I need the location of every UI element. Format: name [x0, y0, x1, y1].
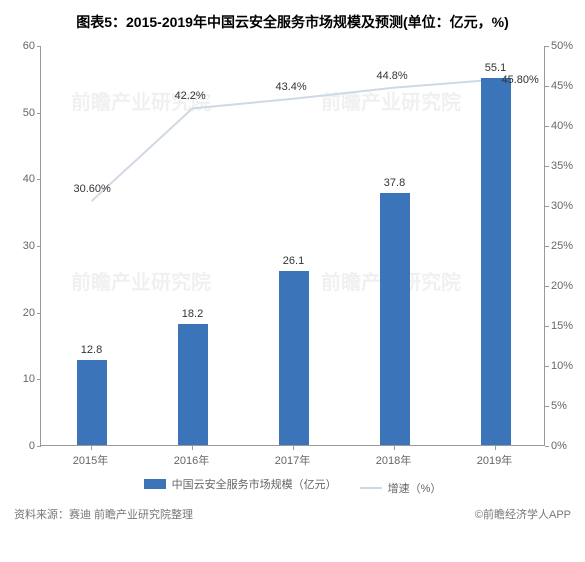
x-label: 2018年 — [376, 452, 411, 468]
legend-label-bar: 中国云安全服务市场规模（亿元） — [172, 476, 337, 492]
chart-title: 图表5：2015-2019年中国云安全服务市场规模及预测(单位：亿元，%) — [0, 0, 585, 38]
bar-value-label: 26.1 — [283, 255, 304, 267]
line-value-label: 30.60% — [74, 183, 111, 195]
bar — [279, 271, 309, 445]
legend-item-line: 增速（%） — [360, 480, 442, 496]
y-right-tick: 25% — [545, 240, 573, 252]
y-right-tick: 10% — [545, 360, 573, 372]
bar — [178, 324, 208, 445]
line-value-label: 44.8% — [377, 70, 408, 82]
y-right-tick: 20% — [545, 280, 573, 292]
y-right-tick: 30% — [545, 200, 573, 212]
plot-area: 前瞻产业研究院 前瞻产业研究院 前瞻产业研究院 前瞻产业研究院 01020304… — [40, 46, 545, 446]
bar-value-label: 18.2 — [182, 308, 203, 320]
line-value-label: 42.2% — [175, 90, 206, 102]
legend-label-line: 增速（%） — [388, 480, 442, 496]
x-label: 2016年 — [174, 452, 209, 468]
bar — [481, 78, 511, 445]
bar-value-label: 12.8 — [81, 344, 102, 356]
bar — [380, 193, 410, 445]
x-label: 2017年 — [275, 452, 310, 468]
y-right-tick: 40% — [545, 120, 573, 132]
bar-value-label: 55.1 — [485, 62, 506, 74]
footer: 资料来源：赛迪 前瞻产业研究院整理 ©前瞻经济学人APP — [0, 502, 585, 522]
x-axis-labels: 2015年 2016年 2017年 2018年 2019年 — [40, 446, 545, 472]
legend: 中国云安全服务市场规模（亿元） 增速（%） — [0, 472, 585, 502]
legend-swatch-line — [360, 487, 382, 489]
bar — [77, 360, 107, 445]
y-right-tick: 45% — [545, 80, 573, 92]
x-label: 2019年 — [477, 452, 512, 468]
x-label: 2015年 — [73, 452, 108, 468]
chart-container: 前瞻产业研究院 前瞻产业研究院 前瞻产业研究院 前瞻产业研究院 01020304… — [18, 46, 567, 472]
line-value-label: 45.80% — [502, 74, 539, 86]
legend-item-bar: 中国云安全服务市场规模（亿元） — [144, 476, 337, 492]
legend-swatch-bar — [144, 479, 166, 489]
source-text: 资料来源：赛迪 前瞻产业研究院整理 — [14, 506, 193, 522]
line-value-label: 43.4% — [276, 81, 307, 93]
bar-value-label: 37.8 — [384, 177, 405, 189]
brand-text: ©前瞻经济学人APP — [475, 506, 571, 522]
y-right-tick: 15% — [545, 320, 573, 332]
y-right-tick: 50% — [545, 40, 573, 52]
y-right-tick: 35% — [545, 160, 573, 172]
